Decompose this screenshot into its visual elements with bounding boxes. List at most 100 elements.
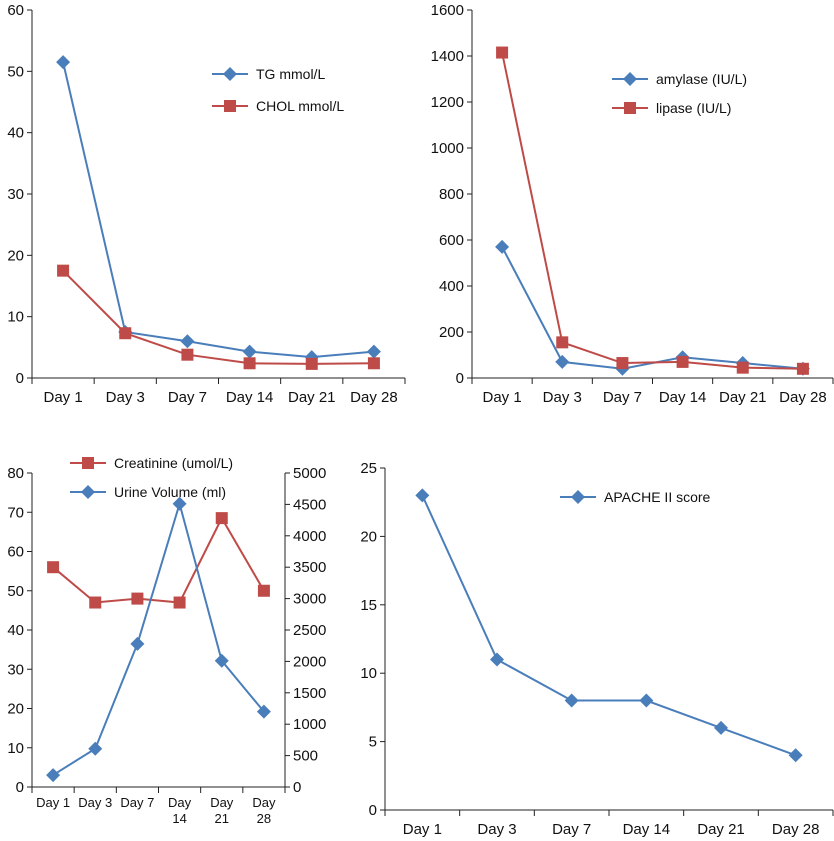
x-tick-label: Day 3 <box>477 821 516 838</box>
data-point <box>796 362 809 375</box>
x-tick-label: Day 14 <box>659 389 707 406</box>
data-point <box>243 357 256 370</box>
x-tick-label: Day 7 <box>552 821 591 838</box>
y2-tick-label: 500 <box>293 748 318 765</box>
data-point <box>173 596 186 609</box>
x-tick-label-line: Day 14 <box>226 389 274 406</box>
legend-marker <box>624 102 636 114</box>
x-tick-label-line: 28 <box>257 811 271 826</box>
x-tick-label: Day 7 <box>120 795 154 810</box>
x-tick-label-line: Day 3 <box>106 389 145 406</box>
data-point <box>256 704 271 719</box>
data-point <box>88 741 103 756</box>
y-tick-label: 50 <box>7 583 24 600</box>
chart-3: 0 10 20 30 40 50 60 70 80 0 500 1000 1500 2000 2500 300… <box>7 455 326 826</box>
x-tick-label-line: Day 14 <box>623 821 671 838</box>
y-tick-label: 60 <box>7 2 24 19</box>
y2-tick-label: 4500 <box>293 496 326 513</box>
y-tick-label: 80 <box>7 465 24 482</box>
y-tick-label: 30 <box>7 186 24 203</box>
y-tick-label: 30 <box>7 661 24 678</box>
x-tick-label: Day 1 <box>482 389 521 406</box>
x-tick-label: Day 3 <box>543 389 582 406</box>
x-tick-label: Day 14 <box>226 389 274 406</box>
data-point <box>242 344 257 359</box>
y-tick-label: 1200 <box>431 94 464 111</box>
data-point <box>676 355 689 368</box>
legend-marker <box>81 485 95 499</box>
legend-label: lipase (IU/L) <box>656 100 731 116</box>
series-line <box>62 269 374 365</box>
data-point <box>714 720 728 735</box>
x-tick-label: Day 28 <box>779 389 827 406</box>
legend-label: APACHE II score <box>604 489 711 505</box>
x-tick-label: Day 21 <box>719 389 767 406</box>
y2-tick-label: 3500 <box>293 559 326 576</box>
y-tick-label: 10 <box>7 309 24 326</box>
data-point <box>366 344 381 359</box>
y-tick-label: 10 <box>360 665 377 682</box>
data-point <box>415 488 430 503</box>
x-tick-label-line: Day 21 <box>719 389 767 406</box>
x-tick-label: Day 1 <box>403 821 442 838</box>
data-point <box>131 592 144 605</box>
y-tick-label: 10 <box>7 740 24 757</box>
x-tick-label: Day 3 <box>106 389 145 406</box>
y2-tick-label: 5000 <box>293 465 326 482</box>
x-tick-label: Day 14 <box>623 821 671 838</box>
y-tick-label: 5 <box>369 734 377 751</box>
x-tick-label-line: Day 3 <box>543 389 582 406</box>
y-tick-label: 800 <box>439 186 464 203</box>
data-point <box>305 357 318 370</box>
chart-2: 0 200 400 600 800 1000 1200 1400 1600 Day 1 Day 3 D… <box>431 2 834 406</box>
legend-label: TG mmol/L <box>256 66 325 82</box>
legend-label: CHOL mmol/L <box>256 98 344 114</box>
x-tick-label-line: Day <box>210 795 234 810</box>
data-point <box>490 652 504 667</box>
data-point <box>639 693 654 708</box>
y-tick-label: 0 <box>369 802 377 819</box>
series-line <box>52 500 265 776</box>
data-point <box>214 653 229 668</box>
y2-tick-label: 1500 <box>293 685 326 702</box>
x-tick-label-line: Day 21 <box>288 389 336 406</box>
y-tick-label: 20 <box>7 247 24 264</box>
y-tick-label: 40 <box>7 125 24 142</box>
series-line <box>421 494 797 757</box>
y-tick-label: 20 <box>7 701 24 718</box>
y-tick-label: 600 <box>439 232 464 249</box>
x-tick-label-line: Day 1 <box>403 821 442 838</box>
data-point <box>47 561 60 574</box>
x-tick-label-line: Day 3 <box>477 821 516 838</box>
y2-tick-label: 3000 <box>293 591 326 608</box>
x-tick-label-line: Day <box>252 795 276 810</box>
x-tick-label-line: Day 7 <box>552 821 591 838</box>
data-point <box>46 768 61 783</box>
x-tick-label-line: Day <box>168 795 192 810</box>
data-point <box>555 354 570 369</box>
data-point <box>130 636 145 651</box>
y-tick-label: 50 <box>7 63 24 80</box>
x-tick-label-line: Day 21 <box>697 821 745 838</box>
x-tick-label-line: Day 28 <box>779 389 827 406</box>
y-tick-label: 60 <box>7 544 24 561</box>
x-tick-label-line: Day 1 <box>482 389 521 406</box>
legend-marker <box>571 490 585 504</box>
y2-tick-label: 2000 <box>293 653 326 670</box>
x-tick-label: Day 14 <box>168 795 192 826</box>
x-tick-label: Day 1 <box>43 389 82 406</box>
y-tick-label: 0 <box>16 779 24 796</box>
x-tick-label: Day 7 <box>168 389 207 406</box>
x-tick-label: Day 7 <box>603 389 642 406</box>
x-tick-label-line: Day 28 <box>350 389 398 406</box>
x-tick-label: Day 3 <box>78 795 112 810</box>
legend-marker <box>223 67 237 81</box>
x-tick-label-line: Day 7 <box>603 389 642 406</box>
data-point <box>736 361 749 374</box>
x-tick-label-line: Day 7 <box>168 389 207 406</box>
x-tick-label: Day 21 <box>288 389 336 406</box>
data-point <box>215 512 228 525</box>
data-point <box>119 327 132 340</box>
data-point <box>181 348 194 361</box>
